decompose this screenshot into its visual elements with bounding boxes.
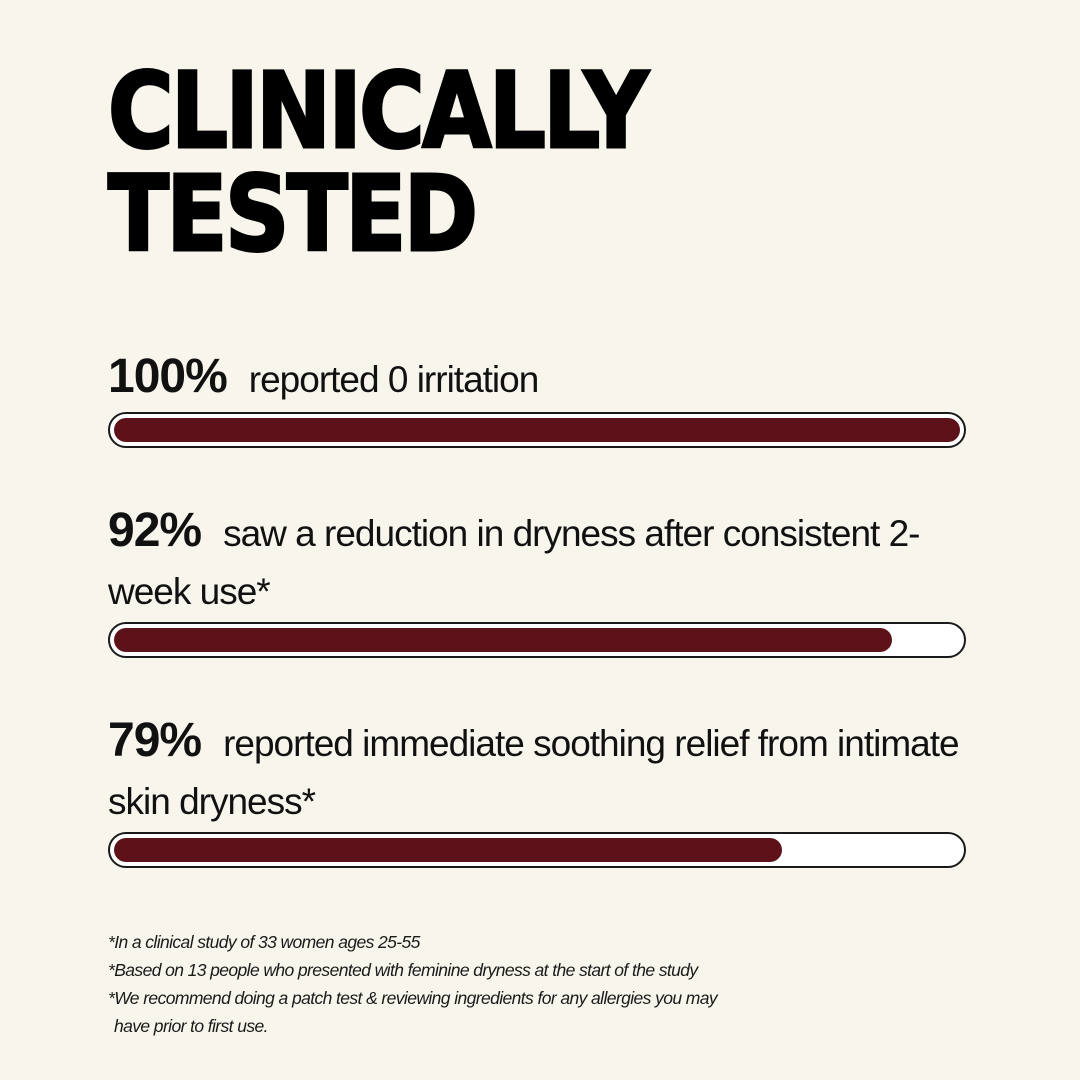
- stat-item-soothing-relief: 79% reported immediate soothing relief fr…: [108, 712, 988, 831]
- title-line-2: TESTED: [107, 153, 480, 275]
- footnote: *Based on 13 people who presented with f…: [108, 960, 698, 980]
- stat-percentage: 100%: [108, 350, 228, 403]
- stat-text-block: 100% reported 0 irritation: [108, 348, 988, 409]
- footnotes: *In a clinical study of 33 women ages 25…: [108, 928, 968, 1040]
- stat-description: saw a reduction in dryness after consist…: [108, 513, 920, 612]
- stat-percentage: 79%: [108, 714, 202, 767]
- stat-description: reported immediate soothing relief from …: [108, 723, 960, 822]
- stat-item-dryness-reduction: 92% saw a reduction in dryness after cons…: [108, 502, 988, 621]
- stat-item-irritation: 100% reported 0 irritation: [108, 348, 988, 409]
- footnote: *We recommend doing a patch test & revie…: [108, 988, 718, 1008]
- progress-bar-track: [108, 832, 966, 868]
- stat-percentage: 92%: [108, 504, 202, 557]
- stat-text-block: 92% saw a reduction in dryness after cons…: [108, 502, 988, 621]
- progress-bar-fill: [114, 838, 782, 862]
- progress-bar-track: [108, 622, 966, 658]
- stat-description: reported 0 irritation: [248, 359, 540, 400]
- stat-text-block: 79% reported immediate soothing relief fr…: [108, 712, 988, 831]
- title-line-1: CLINICALLY: [107, 50, 650, 172]
- footnote: *In a clinical study of 33 women ages 25…: [108, 932, 420, 952]
- progress-bar-track: [108, 412, 966, 448]
- page-title: CLINICALLY TESTED: [107, 58, 650, 268]
- progress-bar-fill: [114, 628, 892, 652]
- footnote: have prior to first use.: [114, 1016, 268, 1036]
- progress-bar-fill: [114, 418, 960, 442]
